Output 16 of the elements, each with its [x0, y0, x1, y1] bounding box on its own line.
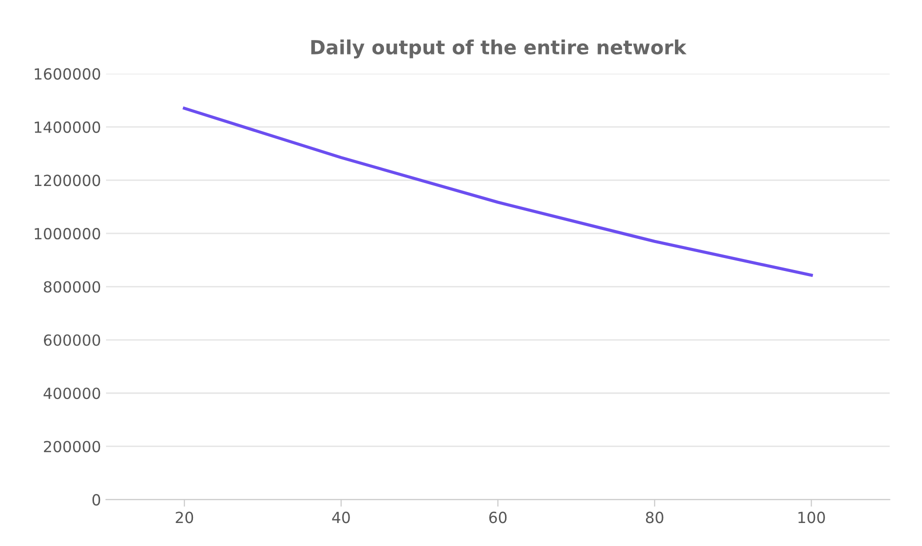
x-tick-label: 100 — [798, 512, 825, 524]
x-tick-label: 20 — [176, 512, 194, 524]
y-tick-label: 1000000 — [34, 228, 100, 240]
x-tick-label: 60 — [489, 512, 507, 524]
line-series — [182, 106, 813, 277]
chart-title: Daily output of the entire network — [311, 39, 687, 58]
x-tick-label: 40 — [332, 512, 350, 524]
y-tick-label: 600000 — [44, 334, 100, 346]
y-tick-label: 1200000 — [34, 174, 100, 186]
y-tick-label: 400000 — [44, 388, 100, 400]
y-tick-label: 0 — [92, 494, 100, 506]
y-tick-label: 200000 — [44, 440, 100, 452]
y-tick-label: 1400000 — [34, 121, 100, 133]
y-tick-label: 800000 — [44, 281, 100, 293]
y-tick-label: 1600000 — [34, 68, 100, 80]
x-tick-label: 80 — [646, 512, 664, 524]
